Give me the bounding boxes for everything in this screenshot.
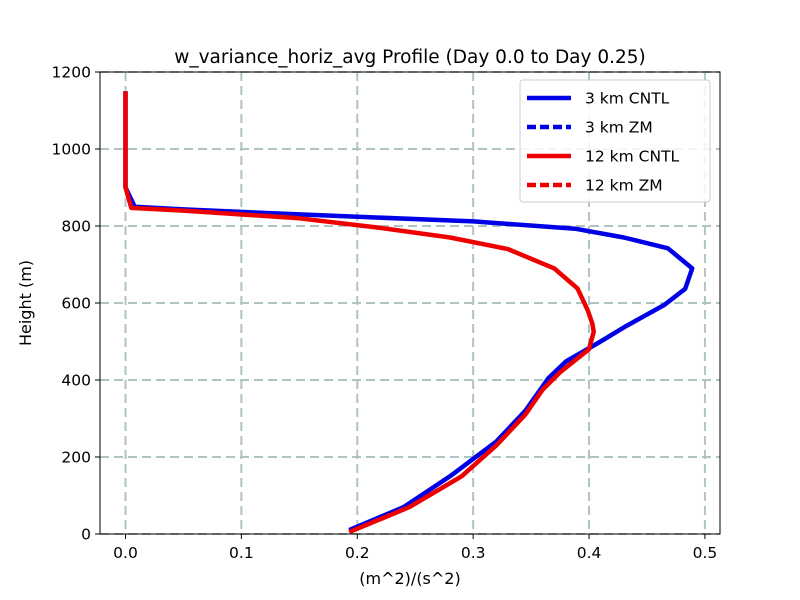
x-tick-label: 0.0	[113, 544, 138, 562]
x-tick-label: 0.5	[693, 544, 718, 562]
y-tick-label: 1200	[52, 64, 91, 82]
x-tick-label: 0.1	[229, 544, 254, 562]
legend-label: 12 km ZM	[585, 177, 663, 195]
legend-label: 3 km CNTL	[585, 90, 670, 108]
x-axis: 0.0 0.1 0.2 0.3 0.4 0.5	[113, 534, 717, 562]
x-tick-label: 0.2	[345, 544, 370, 562]
y-tick-label: 600	[61, 295, 91, 313]
x-tick-label: 0.3	[461, 544, 486, 562]
y-tick-label: 800	[61, 218, 91, 236]
x-tick-label: 0.4	[577, 544, 602, 562]
y-tick-label: 0	[81, 526, 91, 544]
legend: 3 km CNTL 3 km ZM 12 km CNTL 12 km ZM	[519, 79, 711, 203]
legend-label: 12 km CNTL	[585, 148, 680, 166]
series-lines	[123, 91, 695, 535]
y-tick-label: 200	[61, 449, 91, 467]
x-axis-label: (m^2)/(s^2)	[359, 569, 460, 588]
y-tick-label: 400	[61, 372, 91, 390]
y-axis: 0 200 400 600 800 1000 1200	[52, 64, 100, 544]
legend-label: 3 km ZM	[585, 119, 653, 137]
chart-title: w_variance_horiz_avg Profile (Day 0.0 to…	[174, 47, 646, 68]
y-axis-label: Height (m)	[16, 260, 35, 346]
series-line-12-km-cntl	[123, 91, 596, 535]
y-tick-label: 1000	[52, 141, 91, 159]
legend-frame	[519, 79, 711, 203]
